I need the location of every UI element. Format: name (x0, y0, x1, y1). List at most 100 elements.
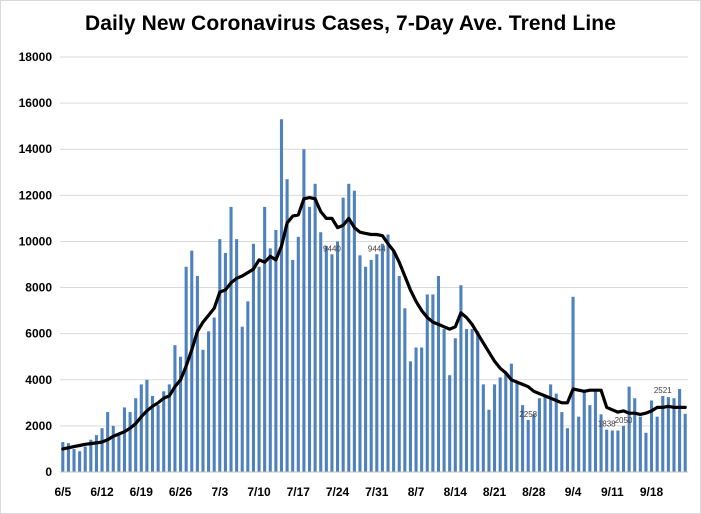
data-label: 1838 (598, 420, 616, 429)
x-tick-label: 7/31 (365, 485, 389, 499)
bar (599, 414, 603, 472)
gridlines (60, 56, 688, 427)
bar (324, 246, 328, 472)
bar (156, 405, 160, 472)
x-tick-label: 6/19 (130, 485, 154, 499)
bar (302, 149, 306, 472)
data-label: 9440 (323, 244, 341, 253)
bar (268, 248, 272, 472)
bar (448, 375, 452, 472)
bar (150, 395, 155, 472)
bar (621, 425, 626, 472)
bar (683, 413, 687, 472)
y-tick-label: 4000 (25, 373, 52, 387)
bar (436, 276, 441, 472)
bar (459, 285, 463, 472)
bar (515, 382, 519, 472)
data-label: 9444 (368, 244, 386, 253)
bar (235, 239, 239, 472)
bar (201, 349, 205, 472)
bar (493, 384, 497, 472)
bar (246, 301, 250, 472)
bar (554, 393, 558, 472)
bar (336, 241, 340, 472)
bar (633, 398, 637, 472)
bar (403, 308, 407, 472)
bar (571, 296, 575, 472)
y-tick-label: 16000 (19, 96, 53, 110)
bar (94, 435, 98, 472)
trend-line-series (61, 196, 687, 451)
y-tick-label: 14000 (19, 142, 53, 156)
bar (352, 190, 356, 472)
x-tick-label: 8/28 (522, 485, 546, 499)
bar (319, 232, 323, 472)
bar (442, 329, 446, 472)
bar (179, 356, 183, 472)
bar (229, 206, 233, 472)
bar (408, 361, 412, 472)
x-axis-ticks: 6/5 6/12 6/19 6/26 7/3 7/10 7/17 7/24 7/31 8/7 8/1… (54, 485, 663, 499)
bar (487, 409, 491, 472)
bar (453, 338, 457, 472)
bar (616, 430, 620, 472)
bar (678, 389, 682, 472)
bar (560, 412, 564, 472)
x-tick-label: 9/4 (565, 485, 582, 499)
bar (212, 317, 216, 472)
bar (532, 414, 536, 472)
x-tick-label: 7/10 (247, 485, 271, 499)
bar (386, 234, 390, 472)
bar (521, 405, 525, 472)
bar (638, 416, 642, 472)
bar (476, 331, 480, 472)
bar (431, 294, 435, 472)
bar (526, 419, 530, 472)
bar (307, 206, 312, 472)
bar (190, 250, 194, 472)
bar (291, 259, 295, 472)
bar (380, 243, 384, 472)
bar (330, 254, 334, 472)
bar (117, 432, 121, 472)
x-tick-label: 8/7 (408, 485, 425, 499)
x-tick-label: 7/17 (287, 485, 311, 499)
bar (100, 428, 104, 472)
bar (313, 183, 317, 473)
bar (537, 398, 541, 472)
bar (392, 250, 396, 472)
bar (134, 398, 138, 472)
x-tick-label: 6/12 (90, 485, 114, 499)
bar (582, 391, 586, 472)
y-tick-label: 2000 (25, 419, 52, 433)
trend-line (61, 196, 687, 451)
y-tick-label: 0 (45, 465, 52, 479)
x-tick-label: 9/11 (601, 485, 624, 499)
bar (195, 276, 199, 472)
bar (655, 416, 659, 472)
bar (509, 363, 513, 472)
bar (61, 442, 65, 472)
bar (83, 446, 87, 472)
chart-title: Daily New Coronavirus Cases, 7-Day Ave. … (85, 12, 616, 35)
bar (139, 384, 143, 472)
bar (341, 197, 345, 472)
bar (481, 384, 485, 472)
data-labels: 9440 9444 2258 1838 2050 2521 (323, 244, 672, 428)
y-tick-label: 6000 (25, 327, 52, 341)
bar (89, 439, 93, 472)
bar (577, 416, 581, 472)
bar (111, 425, 115, 472)
x-tick-label: 8/14 (444, 485, 468, 499)
bar (240, 326, 244, 472)
bar (414, 347, 418, 472)
bar (78, 451, 82, 472)
data-label: 2258 (519, 410, 537, 419)
bar (347, 183, 351, 473)
bar (593, 391, 598, 472)
x-tick-label: 8/21 (483, 485, 507, 499)
y-tick-label: 18000 (19, 50, 53, 64)
bar (162, 391, 166, 472)
bar (72, 448, 76, 472)
